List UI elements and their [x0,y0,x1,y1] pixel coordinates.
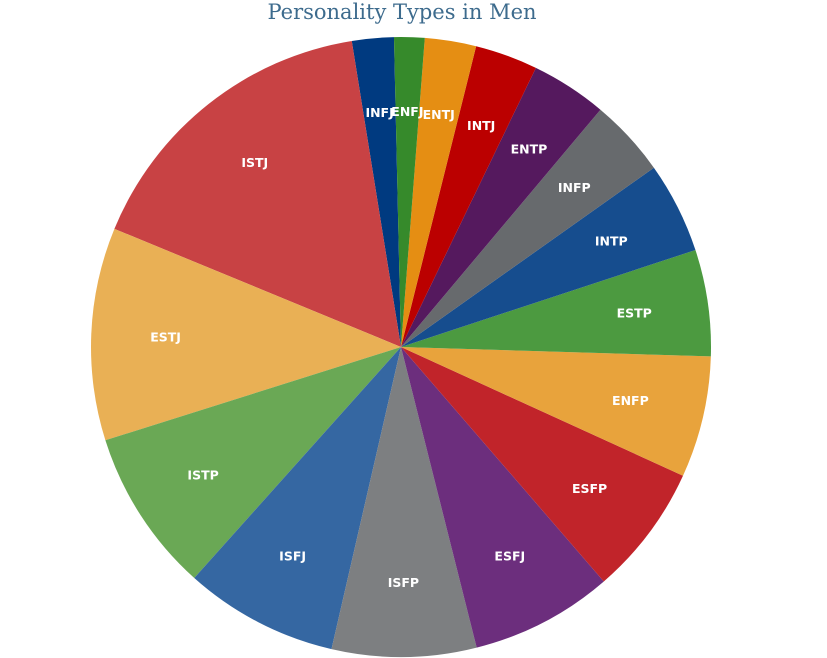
slice-label-entp: ENTP [511,142,548,157]
pie-slice-infp [401,109,654,347]
pie-slice-istj [114,40,402,347]
pie-slices [91,36,712,658]
chart-title: Personality Types in Men [267,0,537,24]
pie-slice-intp [401,167,696,347]
pie-slice-esfp [401,347,683,582]
pie-slice-isfj [194,347,401,650]
slice-label-infj: INFJ [365,105,393,120]
slice-label-isfj: ISFJ [279,549,306,564]
slice-label-esfp: ESFP [572,481,607,496]
slice-label-estp: ESTP [617,306,652,321]
slice-label-entj: ENTJ [423,107,455,122]
slice-label-infp: INFP [558,180,591,195]
slice-label-intp: INTP [595,233,628,248]
slice-label-esfj: ESFJ [494,549,525,564]
slice-label-intj: INTJ [467,118,495,133]
pie-slice-enfj [393,36,425,347]
pie-slice-infj [351,37,401,347]
slice-label-isfp: ISFP [388,575,419,590]
slice-label-istj: ISTJ [241,155,268,170]
pie-labels: INFJ ISTJ ESTJ ISTP ISFJ ISFP ESFJ ESFP ENFP ESTP… [150,104,652,590]
slice-label-enfj: ENFJ [391,104,423,119]
pie-slice-istp [105,347,401,578]
pie-slice-enfp [401,347,711,476]
slice-label-istp: ISTP [187,467,218,482]
pie-slice-estp [401,250,712,357]
pie-slice-isfp [331,347,477,658]
pie-slice-estj [91,228,402,441]
pie-slice-entp [401,67,601,347]
slice-label-estj: ESTJ [150,330,181,345]
slice-label-enfp: ENFP [612,393,649,408]
pie-slice-entj [401,37,477,347]
pie-slice-esfj [401,347,604,648]
pie-slice-intj [401,46,536,348]
